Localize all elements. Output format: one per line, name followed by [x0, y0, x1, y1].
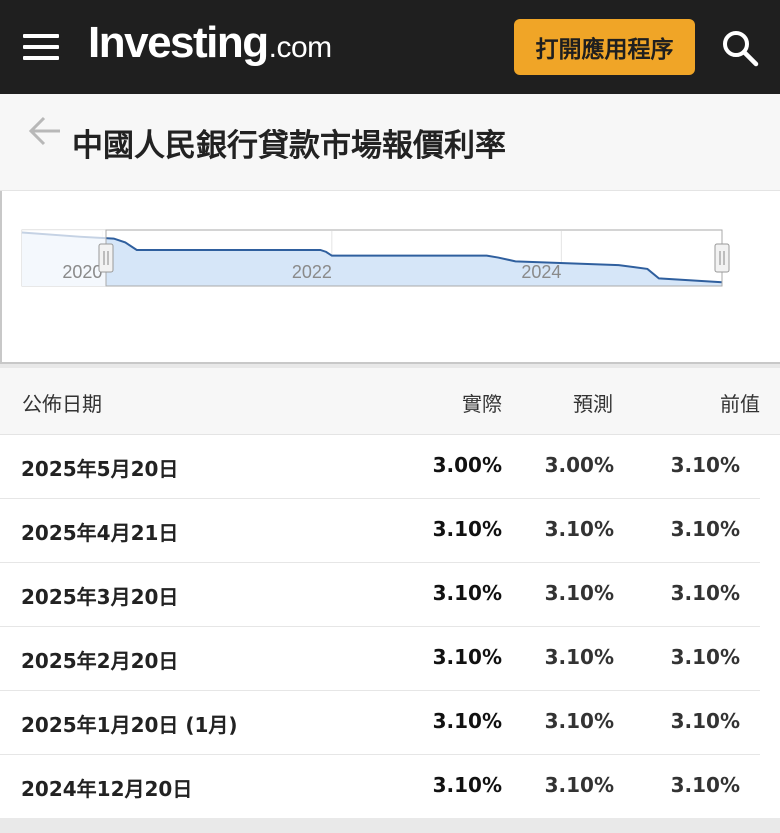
header-previous: 前值	[720, 392, 760, 416]
logo-tld: .com	[268, 31, 333, 64]
x-tick-label: 2022	[292, 262, 332, 282]
x-tick-label: 2020	[62, 262, 102, 282]
x-tick-label: 2024	[521, 262, 561, 282]
row-forecast: 3.10%	[544, 645, 614, 669]
page-bottom-band	[0, 818, 780, 833]
row-date: 2025年4月21日	[21, 521, 179, 545]
row-forecast: 3.10%	[544, 773, 614, 797]
row-actual: 3.10%	[432, 709, 502, 733]
investing-logo[interactable]: Investing .com	[88, 18, 332, 74]
search-icon[interactable]	[720, 28, 760, 68]
row-actual: 3.10%	[432, 517, 502, 541]
menu-icon[interactable]	[23, 34, 59, 60]
row-forecast: 3.00%	[544, 453, 614, 477]
row-previous: 3.10%	[670, 645, 740, 669]
header-actual: 實際	[462, 392, 502, 416]
page-title: 中國人民銀行貸款市場報價利率	[72, 128, 506, 164]
table-header: 公佈日期 實際 預測 前值	[0, 368, 780, 435]
row-previous: 3.10%	[670, 709, 740, 733]
header-forecast: 預測	[573, 392, 613, 416]
row-date: 2025年2月20日	[21, 649, 179, 673]
row-actual: 3.00%	[432, 453, 502, 477]
back-arrow-icon[interactable]	[28, 116, 62, 146]
row-date: 2025年5月20日	[21, 457, 179, 481]
row-date: 2025年1月20日 (1月)	[21, 713, 238, 737]
series-area	[22, 232, 722, 286]
open-app-button[interactable]: 打開應用程序	[514, 19, 695, 75]
row-forecast: 3.10%	[544, 581, 614, 605]
table-row: 2024年12月20日 3.10% 3.10% 3.10%	[0, 754, 760, 819]
table-row: 2025年5月20日 3.00% 3.00% 3.10%	[0, 434, 760, 499]
table-row: 2025年1月20日 (1月) 3.10% 3.10% 3.10%	[0, 690, 760, 755]
header-release-date: 公佈日期	[22, 392, 102, 416]
row-actual: 3.10%	[432, 773, 502, 797]
table-row: 2025年2月20日 3.10% 3.10% 3.10%	[0, 626, 760, 691]
row-forecast: 3.10%	[544, 517, 614, 541]
row-previous: 3.10%	[670, 517, 740, 541]
row-actual: 3.10%	[432, 645, 502, 669]
logo-main: Investing	[88, 18, 269, 67]
row-previous: 3.10%	[670, 453, 740, 477]
table-row: 2025年3月20日 3.10% 3.10% 3.10%	[0, 562, 760, 627]
row-previous: 3.10%	[670, 581, 740, 605]
history-chart[interactable]: 2020 2022 2024	[0, 191, 780, 364]
row-date: 2025年3月20日	[21, 585, 179, 609]
row-actual: 3.10%	[432, 581, 502, 605]
title-bar: 中國人民銀行貸款市場報價利率	[0, 94, 780, 191]
row-forecast: 3.10%	[544, 709, 614, 733]
table-row: 2025年4月21日 3.10% 3.10% 3.10%	[0, 498, 760, 563]
chart-canvas[interactable]: 2020 2022 2024	[2, 191, 778, 360]
range-handle-left[interactable]	[98, 243, 114, 273]
unselected-region	[22, 230, 106, 286]
section-divider	[0, 364, 780, 368]
series-line	[21, 231, 723, 284]
range-handle-right[interactable]	[714, 243, 730, 273]
row-previous: 3.10%	[670, 773, 740, 797]
row-date: 2024年12月20日	[21, 777, 193, 801]
top-navigation-bar: Investing .com 打開應用程序	[0, 0, 780, 94]
